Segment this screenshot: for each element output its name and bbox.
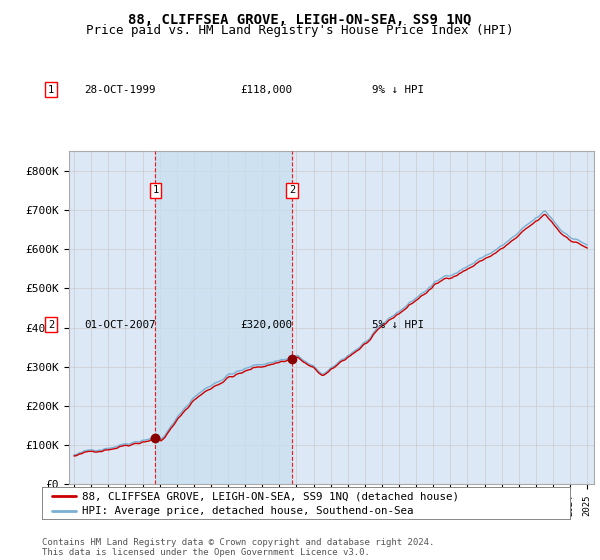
Text: 28-OCT-1999: 28-OCT-1999 bbox=[84, 85, 155, 95]
Text: Price paid vs. HM Land Registry's House Price Index (HPI): Price paid vs. HM Land Registry's House … bbox=[86, 24, 514, 38]
Bar bbox=[155, 151, 292, 484]
Text: 5% ↓ HPI: 5% ↓ HPI bbox=[372, 320, 424, 330]
Text: 1: 1 bbox=[152, 185, 158, 195]
Text: 88, CLIFFSEA GROVE, LEIGH-ON-SEA, SS9 1NQ: 88, CLIFFSEA GROVE, LEIGH-ON-SEA, SS9 1N… bbox=[128, 13, 472, 27]
Text: £118,000: £118,000 bbox=[240, 85, 292, 95]
Text: Contains HM Land Registry data © Crown copyright and database right 2024.
This d: Contains HM Land Registry data © Crown c… bbox=[42, 538, 434, 557]
Text: HPI: Average price, detached house, Southend-on-Sea: HPI: Average price, detached house, Sout… bbox=[82, 506, 413, 516]
Text: 88, CLIFFSEA GROVE, LEIGH-ON-SEA, SS9 1NQ (detached house): 88, CLIFFSEA GROVE, LEIGH-ON-SEA, SS9 1N… bbox=[82, 491, 458, 501]
Text: 9% ↓ HPI: 9% ↓ HPI bbox=[372, 85, 424, 95]
Text: 2: 2 bbox=[289, 185, 295, 195]
Text: 1: 1 bbox=[48, 85, 54, 95]
Text: 01-OCT-2007: 01-OCT-2007 bbox=[84, 320, 155, 330]
Text: £320,000: £320,000 bbox=[240, 320, 292, 330]
Text: 2: 2 bbox=[48, 320, 54, 330]
